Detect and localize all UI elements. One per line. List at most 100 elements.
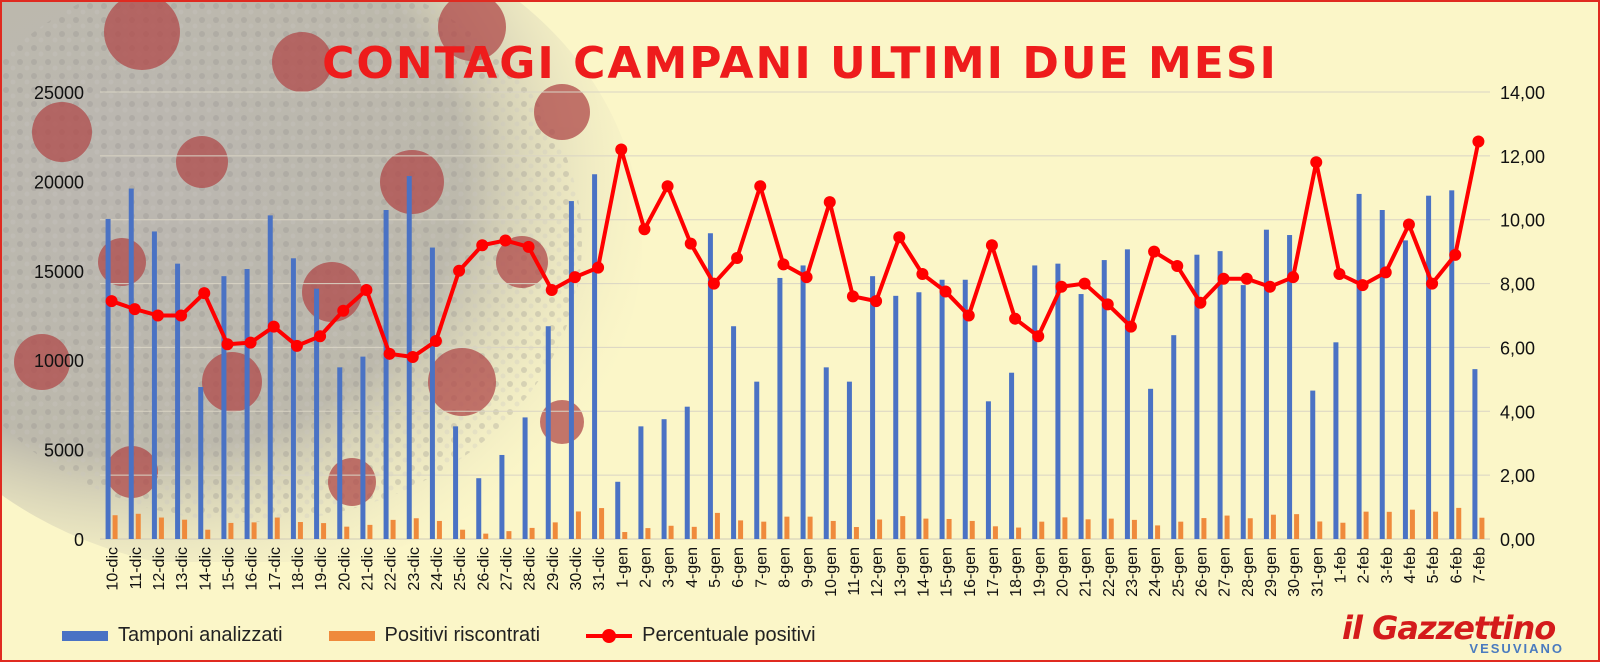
x-tick-label: 1-feb xyxy=(1332,547,1349,584)
bar-positivi xyxy=(807,516,813,539)
x-tick-label: 21-gen xyxy=(1078,547,1095,597)
bar-tamponi xyxy=(1333,342,1339,539)
bar-tamponi xyxy=(1101,260,1107,539)
bar-tamponi xyxy=(221,276,227,539)
x-tick-label: 14-gen xyxy=(915,547,932,597)
point-percentuale xyxy=(568,271,581,284)
y-left-tick-label: 25000 xyxy=(34,83,84,103)
x-tick-label: 27-gen xyxy=(1217,547,1234,597)
bar-tamponi xyxy=(453,426,459,539)
x-tick-label: 5-feb xyxy=(1425,547,1442,584)
x-tick-label: 14-dic xyxy=(197,547,214,591)
bar-positivi xyxy=(413,518,419,539)
bar-tamponi xyxy=(1287,235,1293,540)
point-percentuale xyxy=(777,258,790,271)
bar-tamponi xyxy=(1402,240,1408,540)
bar-tamponi xyxy=(545,326,551,539)
bar-tamponi xyxy=(244,269,250,539)
x-tick-label: 2-gen xyxy=(637,547,654,588)
bar-positivi xyxy=(575,511,581,539)
y-right-tick-label: 12,00 xyxy=(1500,147,1545,167)
x-tick-label: 9-gen xyxy=(800,547,817,588)
x-tick-label: 19-dic xyxy=(313,547,330,591)
point-percentuale xyxy=(290,339,303,352)
x-tick-label: 26-gen xyxy=(1193,547,1210,597)
bar-positivi xyxy=(946,518,952,539)
bar-positivi xyxy=(1270,514,1276,539)
point-percentuale xyxy=(1472,135,1485,148)
bar-tamponi xyxy=(383,210,389,539)
point-percentuale xyxy=(453,264,466,277)
x-tick-label: 31-dic xyxy=(591,547,608,591)
point-percentuale xyxy=(939,285,952,298)
point-percentuale xyxy=(360,283,373,296)
point-percentuale xyxy=(1217,272,1230,285)
point-percentuale xyxy=(1101,298,1114,311)
legend-swatch-tamponi xyxy=(62,630,108,641)
bar-tamponi xyxy=(1217,251,1223,539)
x-tick-label: 7-feb xyxy=(1471,547,1488,584)
bar-positivi xyxy=(761,521,767,539)
y-left-tick-label: 5000 xyxy=(44,441,84,461)
point-percentuale xyxy=(1124,320,1137,333)
legend-label-tamponi: Tamponi analizzati xyxy=(118,624,283,646)
bar-positivi xyxy=(738,520,744,539)
y-right-tick-label: 2,00 xyxy=(1500,466,1535,486)
bar-positivi xyxy=(1409,509,1415,539)
point-percentuale xyxy=(1449,248,1462,261)
bar-tamponi xyxy=(661,419,667,539)
bar-tamponi xyxy=(1194,254,1200,539)
point-percentuale xyxy=(476,239,489,252)
x-tick-label: 21-dic xyxy=(359,547,376,591)
point-percentuale xyxy=(1078,277,1091,290)
bar-positivi xyxy=(1340,522,1346,539)
point-percentuale xyxy=(406,351,419,364)
brand-sub: VESUVIANO xyxy=(1469,641,1564,656)
x-tick-label: 20-gen xyxy=(1054,547,1071,597)
x-tick-label: 6-gen xyxy=(730,547,747,588)
bar-positivi xyxy=(877,519,883,539)
bar-positivi xyxy=(1479,517,1485,539)
y-right-tick-label: 6,00 xyxy=(1500,338,1535,358)
bar-tamponi xyxy=(267,215,273,539)
bar-tamponi xyxy=(1124,249,1130,539)
x-tick-label: 28-gen xyxy=(1240,547,1257,597)
x-tick-label: 18-gen xyxy=(1008,547,1025,597)
bar-tamponi xyxy=(151,231,157,540)
bar-tamponi xyxy=(893,295,899,539)
bar-positivi xyxy=(1317,521,1323,539)
bar-tamponi xyxy=(846,381,852,539)
point-percentuale xyxy=(429,335,442,348)
bar-tamponi xyxy=(476,478,482,539)
x-tick-label: 24-gen xyxy=(1147,547,1164,597)
x-tick-label: 13-gen xyxy=(892,547,909,597)
point-percentuale xyxy=(1009,312,1022,325)
bar-tamponi xyxy=(198,387,204,539)
bar-tamponi xyxy=(638,426,644,539)
bar-positivi xyxy=(1224,515,1230,539)
bar-tamponi xyxy=(360,356,366,539)
bar-tamponi xyxy=(337,367,343,539)
legend-label-positivi: Positivi riscontrati xyxy=(384,624,541,646)
bar-tamponi xyxy=(429,247,435,539)
bar-positivi xyxy=(923,518,929,539)
bar-positivi xyxy=(992,526,998,539)
brand-logo: il Gazzettino VESUVIANO xyxy=(1342,609,1572,659)
bar-positivi xyxy=(529,527,535,539)
x-tick-label: 30-dic xyxy=(568,547,585,591)
x-tick-label: 10-dic xyxy=(105,547,122,591)
bar-positivi xyxy=(1433,511,1439,539)
legend: Tamponi analizzati Positivi riscontrati … xyxy=(62,624,816,647)
y-left-tick-label: 10000 xyxy=(34,351,84,371)
bar-tamponi xyxy=(175,263,181,539)
bar-tamponi xyxy=(754,381,760,539)
bar-positivi xyxy=(274,517,280,539)
point-percentuale xyxy=(1171,260,1184,273)
legend-swatch-percentuale xyxy=(586,628,633,643)
point-percentuale xyxy=(846,290,859,303)
bar-tamponi xyxy=(916,292,922,539)
bar-tamponi xyxy=(128,188,134,539)
point-percentuale xyxy=(916,267,929,280)
bar-positivi xyxy=(460,529,466,539)
